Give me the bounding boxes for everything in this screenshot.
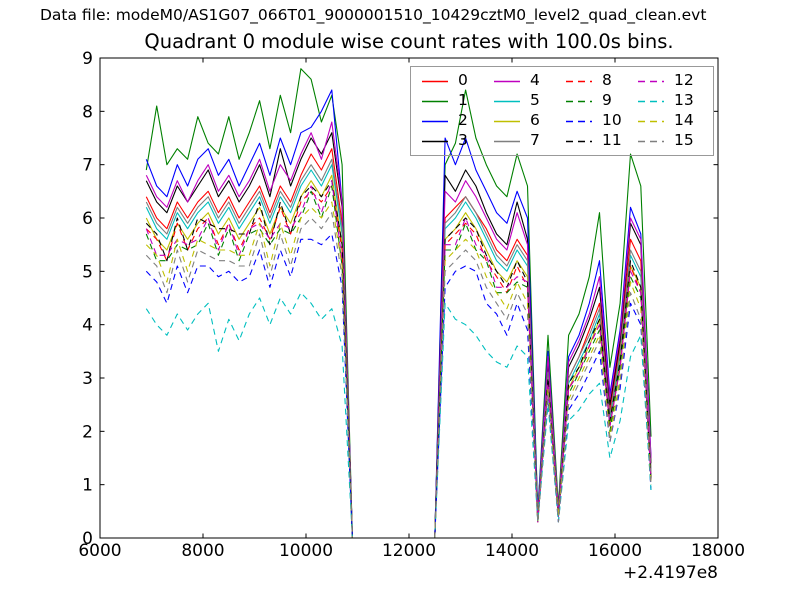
legend-label-11: 11 — [602, 131, 622, 150]
legend-line-sample-3 — [422, 140, 448, 142]
legend-entry-2: 2 — [421, 111, 493, 131]
y-tick-label: 9 — [82, 49, 93, 69]
y-tick-label: 2 — [82, 422, 93, 442]
x-tick-label: 18000 — [691, 541, 745, 561]
legend-entry-3: 3 — [421, 131, 493, 151]
legend-entry-8: 8 — [565, 71, 637, 91]
legend-line-sample-11 — [566, 140, 592, 142]
y-tick-label: 5 — [82, 262, 93, 282]
series-line-11 — [145, 180, 652, 539]
legend-entry-12: 12 — [637, 71, 709, 91]
legend-line-sample-7 — [494, 140, 520, 142]
legend-line-sample-12 — [638, 80, 664, 82]
legend-label-4: 4 — [530, 71, 540, 90]
legend-entry-1: 1 — [421, 91, 493, 111]
series-line-6 — [145, 174, 652, 539]
legend-label-6: 6 — [530, 111, 540, 130]
legend-entry-14: 14 — [637, 111, 709, 131]
x-tick-label: 10000 — [279, 541, 333, 561]
legend-line-sample-6 — [494, 120, 520, 122]
y-tick-label: 0 — [82, 529, 93, 549]
legend-entry-13: 13 — [637, 91, 709, 111]
legend-label-7: 7 — [530, 131, 540, 150]
legend-label-0: 0 — [458, 71, 468, 90]
series-line-4 — [145, 121, 652, 539]
x-tick-label: 12000 — [382, 541, 436, 561]
legend-label-1: 1 — [458, 91, 468, 110]
legend-line-sample-8 — [566, 80, 592, 82]
x-axis-offset-label: +2.4197e8 — [623, 563, 718, 583]
series-line-13 — [145, 292, 652, 539]
legend-label-14: 14 — [674, 111, 694, 130]
x-tick-label: 6000 — [78, 541, 121, 561]
legend-line-sample-10 — [566, 120, 592, 122]
legend-line-sample-15 — [638, 140, 664, 142]
legend-entry-15: 15 — [637, 131, 709, 151]
legend-label-8: 8 — [602, 71, 612, 90]
series-line-15 — [145, 212, 652, 539]
legend-line-sample-1 — [422, 100, 448, 102]
legend-line-sample-14 — [638, 120, 664, 122]
axes-frame — [99, 57, 719, 539]
series-line-12 — [145, 180, 652, 539]
legend-label-13: 13 — [674, 91, 694, 110]
legend-entry-11: 11 — [565, 131, 637, 151]
legend-entry-6: 6 — [493, 111, 565, 131]
legend-label-9: 9 — [602, 91, 612, 110]
legend-label-3: 3 — [458, 131, 468, 150]
series-line-8 — [145, 185, 652, 539]
legend-entry-7: 7 — [493, 131, 565, 151]
y-tick-label: 3 — [82, 369, 93, 389]
x-tick-label: 16000 — [588, 541, 642, 561]
x-tick-label: 14000 — [485, 541, 539, 561]
legend-line-sample-9 — [566, 100, 592, 102]
y-tick-label: 8 — [82, 102, 93, 122]
legend-entry-5: 5 — [493, 91, 565, 111]
plot-title: Quadrant 0 module wise count rates with … — [144, 30, 674, 53]
datafile-header: Data file: modeM0/AS1G07_066T01_90000015… — [40, 6, 707, 24]
legend-box: 0 1 2 3 4 5 6 7 8 9 10 11 12 13 14 15 — [410, 66, 714, 156]
legend-entry-0: 0 — [421, 71, 493, 91]
y-tick-label: 1 — [82, 476, 93, 496]
y-tick-label: 6 — [82, 209, 93, 229]
series-line-2 — [145, 89, 652, 539]
legend-label-12: 12 — [674, 71, 694, 90]
legend-line-sample-2 — [422, 120, 448, 122]
legend-label-5: 5 — [530, 91, 540, 110]
legend-entry-9: 9 — [565, 91, 637, 111]
legend-label-2: 2 — [458, 111, 468, 130]
series-line-9 — [145, 185, 652, 539]
legend-entry-10: 10 — [565, 111, 637, 131]
legend-label-15: 15 — [674, 131, 694, 150]
series-line-5 — [145, 164, 652, 539]
y-tick-label: 7 — [82, 156, 93, 176]
x-tick-label: 8000 — [181, 541, 224, 561]
legend-label-10: 10 — [602, 111, 622, 130]
legend-line-sample-5 — [494, 100, 520, 102]
legend-line-sample-0 — [422, 80, 448, 82]
legend-line-sample-13 — [638, 100, 664, 102]
legend-line-sample-4 — [494, 80, 520, 82]
legend-entry-4: 4 — [493, 71, 565, 91]
y-tick-label: 4 — [82, 316, 93, 336]
series-line-3 — [145, 132, 652, 539]
